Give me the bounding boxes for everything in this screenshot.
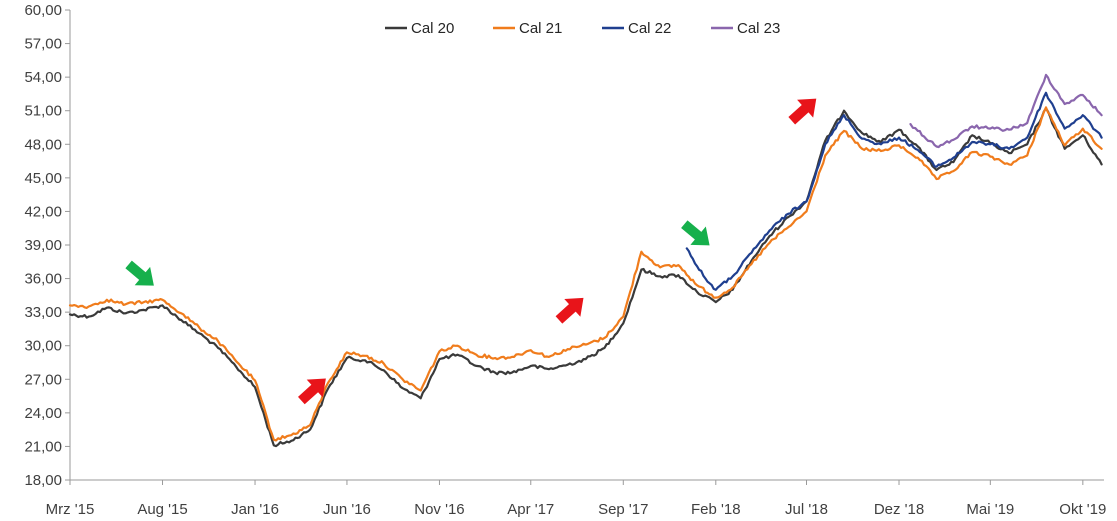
y-tick-label: 48,00 bbox=[24, 136, 62, 153]
y-tick-label: 18,00 bbox=[24, 472, 62, 489]
y-tick-label: 42,00 bbox=[24, 203, 62, 220]
y-tick-label: 30,00 bbox=[24, 338, 62, 355]
y-tick-label: 57,00 bbox=[24, 36, 62, 53]
legend-label: Cal 21 bbox=[519, 20, 562, 37]
series-line-cal-22 bbox=[685, 91, 1103, 291]
series-line-cal-20 bbox=[68, 107, 1103, 448]
series-layer bbox=[68, 73, 1103, 448]
series-line-cal-21 bbox=[68, 106, 1103, 442]
y-tick-label: 33,00 bbox=[24, 304, 62, 321]
y-tick-label: 21,00 bbox=[24, 438, 62, 455]
red-up-arrow-icon bbox=[555, 297, 584, 324]
y-tick-label: 36,00 bbox=[24, 271, 62, 288]
x-tick-label: Feb '18 bbox=[691, 501, 741, 518]
x-tick-label: Okt '19 bbox=[1059, 501, 1106, 518]
y-tick-label: 24,00 bbox=[24, 405, 62, 422]
legend-label: Cal 20 bbox=[411, 20, 454, 37]
chart-axes: 18,00 21,00 24,00 27,00 30,00 33,00 36,00 39,00… bbox=[24, 2, 1106, 518]
legend-label: Cal 23 bbox=[737, 20, 780, 37]
y-tick-label: 27,00 bbox=[24, 371, 62, 388]
x-tick-label: Sep '17 bbox=[598, 501, 648, 518]
red-up-arrow-icon bbox=[788, 98, 817, 125]
y-tick-label: 54,00 bbox=[24, 69, 62, 86]
x-tick-label: Dez '18 bbox=[874, 501, 924, 518]
green-down-arrow-icon bbox=[681, 220, 710, 246]
x-tick-label: Jun '16 bbox=[323, 501, 371, 518]
green-down-arrow-icon bbox=[125, 260, 154, 286]
series-line-cal-23 bbox=[909, 73, 1103, 149]
red-up-arrow-icon bbox=[298, 378, 326, 405]
y-tick-label: 39,00 bbox=[24, 237, 62, 254]
y-tick-label: 51,00 bbox=[24, 103, 62, 120]
x-tick-label: Mai '19 bbox=[966, 501, 1014, 518]
x-tick-label: Nov '16 bbox=[414, 501, 464, 518]
y-tick-label: 60,00 bbox=[24, 2, 62, 19]
x-tick-label: Jul '18 bbox=[785, 501, 828, 518]
x-tick-label: Jan '16 bbox=[231, 501, 279, 518]
chart-legend: Cal 20 Cal 21 Cal 22 Cal 23 bbox=[385, 20, 780, 37]
legend-label: Cal 22 bbox=[628, 20, 671, 37]
annotation-arrows bbox=[125, 98, 817, 405]
x-tick-label: Mrz '15 bbox=[46, 501, 95, 518]
x-tick-label: Aug '15 bbox=[137, 501, 187, 518]
x-tick-label: Apr '17 bbox=[507, 501, 554, 518]
y-tick-label: 45,00 bbox=[24, 170, 62, 187]
